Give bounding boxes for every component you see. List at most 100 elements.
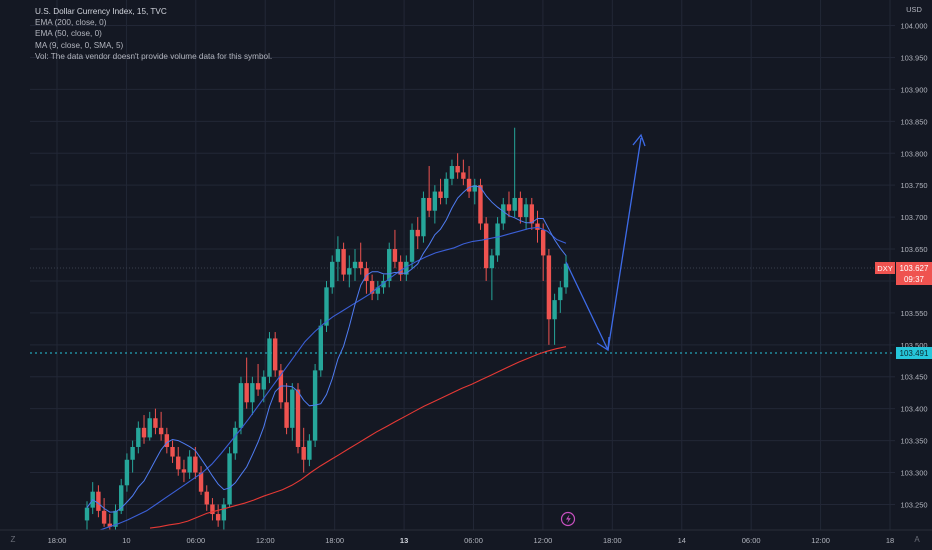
price-tick-label: 103.950 [900, 53, 927, 62]
candle [404, 255, 409, 281]
candle [387, 242, 392, 288]
candle [250, 376, 255, 416]
candle [506, 191, 512, 218]
candle [307, 434, 312, 467]
candle [198, 466, 204, 495]
candle [330, 255, 335, 294]
time-tick-label: 06:00 [742, 536, 761, 545]
candle [369, 274, 375, 301]
candle [466, 166, 472, 198]
level-price-value: 103.491 [900, 349, 929, 358]
candle [455, 153, 460, 179]
price-tick-label: 103.900 [900, 85, 927, 94]
candle [335, 236, 341, 281]
candle [96, 485, 101, 518]
bar-countdown: 09:37 [904, 275, 925, 284]
candle [284, 383, 289, 435]
svg-text:Z: Z [11, 535, 16, 544]
candle [518, 191, 523, 224]
candle [176, 446, 181, 476]
ema-200-line [149, 346, 567, 529]
events-lightning-icon[interactable] [560, 511, 576, 527]
time-tick-label: 13 [400, 536, 408, 545]
price-tick-label: 103.850 [900, 117, 927, 126]
time-tick-label: 18 [886, 536, 894, 545]
candle [444, 172, 449, 205]
price-tick-label: 103.300 [900, 469, 927, 478]
candle [84, 501, 90, 530]
level-price-label: 103.491 [896, 347, 932, 359]
candle [238, 376, 244, 435]
candle [141, 415, 147, 444]
candle [409, 223, 415, 269]
svg-text:A: A [914, 535, 920, 544]
candle [267, 332, 272, 384]
candle [101, 498, 107, 527]
time-axis: 18:00 10 06:00 12:00 18:00 13 06:00 12:00 18:00 1… [48, 536, 895, 545]
candle [295, 383, 301, 454]
candle [381, 274, 386, 294]
candle [227, 446, 232, 508]
time-tick-label: 12:00 [534, 536, 553, 545]
candle [421, 191, 426, 243]
candle [233, 421, 238, 460]
indicator-ma-9[interactable]: MA (9, close, 0, SMA, 5) [35, 40, 124, 50]
last-price-value: 103.627 [900, 264, 929, 273]
candle [558, 280, 563, 313]
candle [392, 229, 398, 269]
price-tick-label: 103.700 [900, 213, 927, 222]
indicator-ema-200[interactable]: EMA (200, close, 0) [35, 18, 107, 28]
candle [472, 178, 477, 205]
auto-scale-icon[interactable]: A [914, 535, 920, 544]
ma-9-line [86, 185, 567, 513]
candle [529, 197, 534, 230]
candle [563, 255, 569, 294]
last-price-label: DXY 103.627 09:37 [875, 262, 932, 285]
price-tick-label: 103.800 [900, 149, 927, 158]
time-tick-label: 18:00 [325, 536, 344, 545]
candle [546, 249, 552, 345]
price-tick-label: 103.550 [900, 309, 927, 318]
candle [512, 127, 517, 218]
candle [158, 411, 164, 441]
forecast-arrow[interactable] [565, 133, 646, 352]
candle [375, 280, 381, 301]
candle [364, 261, 369, 294]
timezone-icon[interactable]: Z [11, 535, 16, 544]
price-tick-label: 103.750 [900, 181, 927, 190]
indicator-ema-50[interactable]: EMA (50, close, 0) [35, 29, 102, 39]
symbol-title[interactable]: U.S. Dollar Currency Index, 15, TVC [35, 7, 167, 16]
candle [489, 249, 495, 301]
price-tick-label: 103.500 [900, 341, 927, 350]
candle [130, 440, 135, 473]
candlestick-series [84, 127, 569, 530]
candle [426, 166, 432, 218]
candle [398, 255, 403, 281]
candle [215, 504, 221, 527]
candle [432, 185, 438, 224]
ema-50-line [99, 226, 567, 531]
candle [552, 293, 557, 345]
candle [535, 210, 540, 243]
price-axis-unit: USD [906, 5, 922, 14]
candle [540, 223, 546, 281]
candle [210, 498, 215, 521]
time-tick-label: 12:00 [256, 536, 275, 545]
candle [147, 411, 152, 441]
candle [352, 249, 358, 281]
candle [261, 370, 266, 403]
candle [164, 427, 170, 454]
candle [347, 255, 352, 288]
candle [358, 242, 363, 275]
candle [136, 421, 141, 454]
candle [415, 217, 420, 250]
candle [244, 357, 249, 409]
chart-grid [30, 0, 895, 530]
candle [204, 485, 209, 511]
candle [324, 280, 329, 333]
time-tick-label: 12:00 [811, 536, 830, 545]
price-tick-label: 103.350 [900, 437, 927, 446]
candle [255, 363, 261, 396]
candle [153, 408, 158, 435]
